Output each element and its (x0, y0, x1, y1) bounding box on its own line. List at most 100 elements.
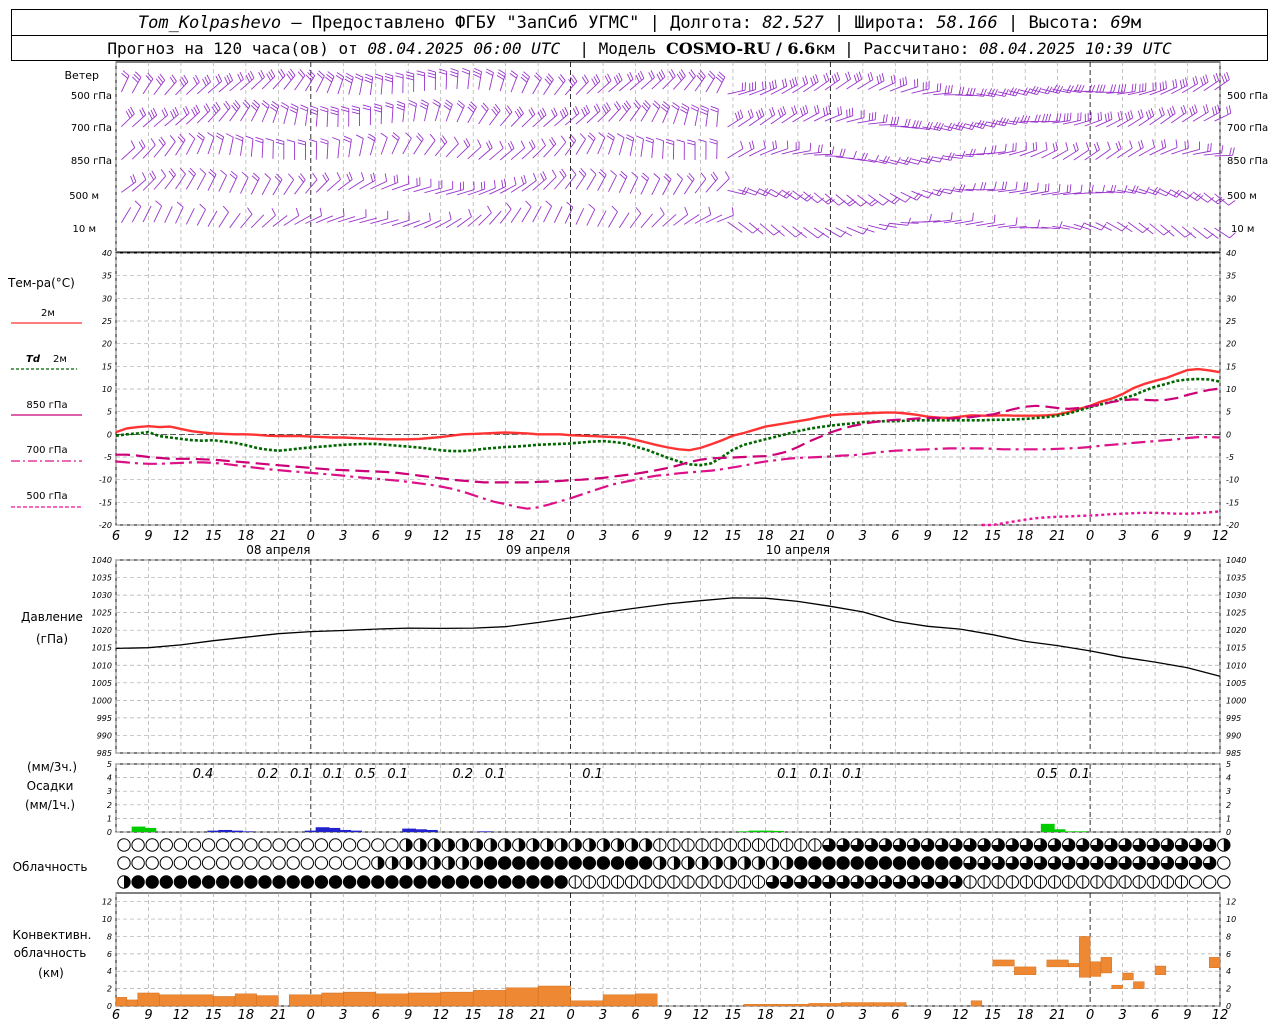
wind-barb-feather (656, 73, 661, 82)
wind-barb (1127, 139, 1144, 158)
wind-barb (1182, 141, 1201, 155)
cloud-symbol (342, 856, 357, 870)
wind-barb (543, 136, 557, 158)
wind-barb-feather (226, 74, 231, 83)
wind-barb-shaft (261, 178, 271, 196)
wind-barb-feather (537, 111, 543, 120)
wind-barb (164, 106, 179, 127)
cloud-fill-three-quarter (1147, 856, 1160, 870)
wind-barb-feather (1047, 86, 1053, 95)
wind-barb-feather (659, 207, 665, 215)
hour-tick-bottom: 0 (307, 1008, 315, 1023)
wind-barb-feather (288, 71, 294, 79)
wind-barb-shaft (1138, 89, 1157, 96)
wind-barb-feather (551, 109, 556, 118)
cloud-circle (187, 838, 202, 852)
cloud-fill-three-quarter (907, 838, 920, 852)
wind-barb-shaft (261, 214, 276, 228)
wind-barb-feather (1191, 106, 1196, 114)
cloud-fill-full (131, 875, 145, 889)
wind-barb-shaft (618, 106, 632, 122)
wind-barb-feather (1134, 185, 1139, 194)
wind-barb (496, 69, 506, 92)
wind-barb-feather (1037, 182, 1039, 191)
wind-barb (343, 135, 352, 158)
wind-barb (1041, 183, 1061, 196)
wind-barb-feather (297, 139, 306, 143)
hour-tick-bottom: 3 (599, 1008, 607, 1023)
wind-barb-feather (546, 75, 553, 83)
wind-barb (987, 223, 1006, 228)
cloud-symbol (991, 856, 1005, 870)
wind-barb-feather (583, 74, 589, 82)
alt-value: 69 (1110, 12, 1131, 33)
wind-barb (185, 208, 195, 225)
convective-bar (635, 993, 658, 1007)
wind-barb (1203, 104, 1220, 122)
wind-barb (391, 175, 410, 191)
wind-barb (1008, 225, 1027, 229)
wind-barb (554, 135, 567, 157)
cloud-symbol (906, 875, 921, 889)
wind-barb (683, 214, 700, 225)
wind-barb (510, 106, 524, 127)
conv-tick-left: 2 (107, 985, 112, 994)
wind-barb (586, 103, 601, 124)
cloud-symbol (864, 875, 878, 889)
wind-barb-shaft (1127, 189, 1146, 195)
wind-barb-feather (228, 72, 234, 81)
wind-barb (1214, 147, 1235, 157)
wind-barb-feather (660, 106, 668, 113)
conv-unit: (км) (38, 966, 64, 980)
wind-barb-shaft (651, 214, 665, 228)
wind-barb-feather (564, 106, 569, 115)
cloud-symbol (1174, 856, 1189, 870)
wind-barb (564, 201, 574, 224)
wind-barb-feather (1033, 86, 1039, 95)
cloud-fill-three-quarter (851, 875, 864, 889)
cloud-fill-full (160, 875, 173, 889)
wind-level-850: 850 гПа (71, 156, 112, 167)
cloud-symbol (385, 838, 399, 852)
wind-barb-feather (205, 103, 211, 111)
cloud-fill-three-quarter (794, 875, 808, 889)
temp-series-t850 (116, 387, 1221, 484)
cloud-symbol (624, 875, 639, 889)
wind-barb (1127, 186, 1150, 195)
wind-barb-feather (237, 73, 242, 82)
wind-barb-feather (1104, 113, 1107, 122)
cloud-symbol (230, 856, 244, 870)
cloud-fill-half (589, 838, 596, 852)
wind-barb (355, 134, 364, 157)
wind-barb-feather (125, 110, 131, 119)
header-forecast-line: Прогноз на 120 часа(ов) от 08.04.2025 06… (11, 36, 1268, 61)
wind-barb-feather (134, 200, 142, 207)
wind-barb-feather (847, 71, 852, 80)
hour-tick-bottom: 9 (144, 1008, 152, 1023)
wind-barb (280, 102, 289, 125)
wind-barb-feather (241, 171, 249, 178)
wind-barb-shaft (662, 178, 672, 196)
hour-tick: 0 (1086, 529, 1094, 544)
wind-barb (597, 169, 607, 191)
wind-barb-feather (805, 104, 809, 113)
wind-barb (943, 121, 966, 131)
wind-barb-feather (680, 106, 689, 111)
cloud-fill-full (808, 856, 822, 870)
cloud-fill-three-quarter (1076, 856, 1089, 870)
cloud-symbol (794, 875, 808, 889)
wind-barb-feather (130, 175, 134, 184)
wind-barb-feather (676, 173, 683, 180)
wind-barb (337, 216, 356, 223)
cloud-symbol (596, 856, 611, 870)
wind-barb-feather (755, 188, 761, 196)
wind-barb-feather (885, 222, 890, 231)
wind-barb (976, 88, 998, 98)
wind-barb-feather (1189, 107, 1193, 116)
wind-barb-shaft (207, 136, 215, 155)
wind-barb-feather (606, 135, 614, 141)
cloud-fill-half (730, 856, 737, 870)
temp-tick-right: 15 (1226, 362, 1236, 371)
wind-barb-feather (215, 101, 221, 110)
cloud-fill-three-quarter (1189, 856, 1202, 870)
